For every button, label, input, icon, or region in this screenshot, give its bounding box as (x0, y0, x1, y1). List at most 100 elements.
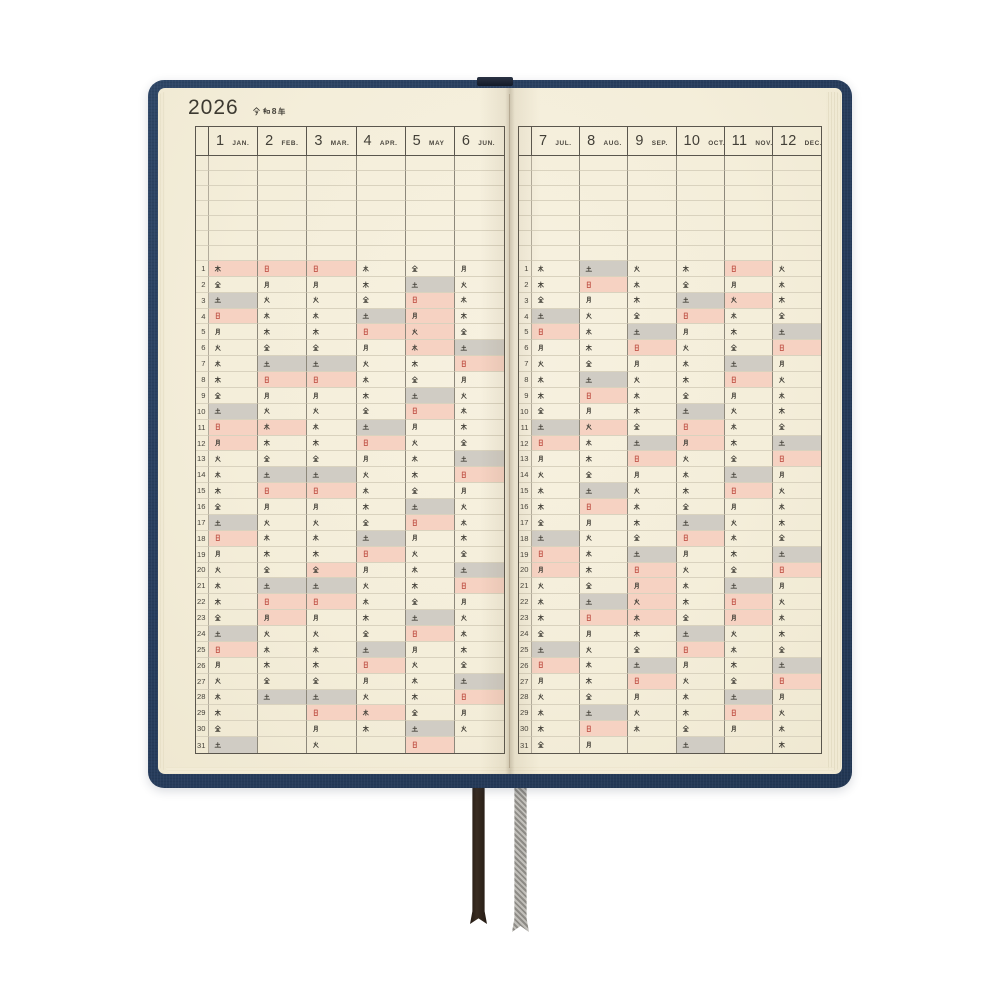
day-cell-weekday[interactable] (405, 419, 455, 436)
day-cell-weekday[interactable] (580, 356, 629, 373)
day-cell-weekday[interactable] (676, 594, 725, 611)
day-cell-weekday[interactable] (724, 657, 773, 674)
day-cell-empty[interactable] (357, 737, 406, 753)
day-cell-weekday[interactable] (307, 387, 357, 404)
day-cell-weekday[interactable] (580, 626, 629, 642)
day-cell-weekday[interactable] (628, 403, 677, 420)
day-cell-weekday[interactable] (209, 721, 259, 738)
note-cell[interactable] (454, 171, 504, 186)
day-cell-holiday[interactable] (258, 419, 308, 436)
day-cell-saturday[interactable] (209, 626, 259, 642)
note-cell[interactable] (676, 171, 725, 186)
day-cell-weekday[interactable] (258, 641, 308, 658)
day-cell-weekday[interactable] (209, 610, 259, 627)
day-cell-saturday[interactable] (258, 467, 308, 484)
day-cell-weekday[interactable] (772, 594, 821, 611)
day-cell-weekday[interactable] (405, 372, 455, 388)
note-cell[interactable] (405, 156, 455, 171)
day-cell-weekday[interactable] (724, 626, 773, 642)
day-cell-weekday[interactable] (580, 530, 629, 547)
day-cell-sunday[interactable] (405, 737, 455, 753)
day-cell-weekday[interactable] (676, 261, 725, 277)
day-cell-weekday[interactable] (676, 387, 725, 404)
day-cell-saturday[interactable] (676, 403, 725, 420)
day-cell-saturday[interactable] (356, 530, 406, 547)
day-cell-weekday[interactable] (628, 530, 677, 547)
note-cell[interactable] (628, 171, 677, 186)
day-cell-weekday[interactable] (580, 467, 629, 484)
day-cell-weekday[interactable] (454, 594, 504, 611)
day-cell-weekday[interactable] (676, 657, 725, 674)
day-cell-weekday[interactable] (356, 403, 406, 420)
day-cell-weekday[interactable] (356, 483, 406, 500)
day-cell-holiday[interactable] (405, 324, 455, 341)
day-cell-weekday[interactable] (307, 626, 357, 642)
day-cell-weekday[interactable] (580, 292, 629, 309)
day-cell-weekday[interactable] (209, 276, 259, 293)
day-cell-weekday[interactable] (532, 737, 581, 753)
day-cell-weekday[interactable] (628, 387, 677, 404)
day-cell-weekday[interactable] (676, 610, 725, 627)
day-cell-sunday[interactable] (532, 657, 581, 674)
day-cell-weekday[interactable] (772, 578, 821, 595)
day-cell-holiday[interactable] (628, 594, 677, 611)
day-cell-sunday[interactable] (676, 419, 725, 436)
day-cell-weekday[interactable] (772, 515, 821, 531)
day-cell-weekday[interactable] (209, 499, 259, 515)
day-cell-saturday[interactable] (676, 514, 725, 531)
day-cell-empty[interactable] (258, 737, 308, 753)
day-cell-weekday[interactable] (405, 451, 455, 468)
day-cell-weekday[interactable] (532, 387, 581, 404)
day-cell-holiday[interactable] (209, 261, 259, 277)
day-cell-weekday[interactable] (580, 308, 629, 325)
day-cell-weekday[interactable] (772, 277, 821, 293)
day-cell-weekday[interactable] (356, 562, 406, 579)
day-cell-weekday[interactable] (307, 737, 357, 753)
day-cell-weekday[interactable] (405, 689, 455, 706)
day-cell-weekday[interactable] (772, 483, 821, 500)
day-cell-saturday[interactable] (772, 546, 821, 563)
day-cell-weekday[interactable] (724, 562, 773, 579)
day-cell-saturday[interactable] (405, 276, 455, 293)
day-cell-weekday[interactable] (724, 499, 773, 515)
day-cell-weekday[interactable] (454, 420, 504, 436)
day-cell-sunday[interactable] (405, 292, 455, 309)
day-cell-sunday[interactable] (580, 610, 629, 627)
day-cell-weekday[interactable] (258, 626, 308, 642)
day-cell-saturday[interactable] (356, 641, 406, 658)
note-cell[interactable] (676, 216, 725, 231)
note-cell[interactable] (307, 231, 357, 246)
day-cell-saturday[interactable] (532, 419, 581, 436)
day-cell-sunday[interactable] (724, 483, 773, 500)
day-cell-weekday[interactable] (532, 276, 581, 293)
day-cell-sunday[interactable] (628, 562, 677, 579)
day-cell-weekday[interactable] (454, 705, 504, 722)
day-cell-weekday[interactable] (209, 356, 259, 373)
day-cell-saturday[interactable] (580, 594, 629, 611)
day-cell-weekday[interactable] (454, 324, 504, 341)
day-cell-sunday[interactable] (209, 641, 259, 658)
day-cell-weekday[interactable] (405, 578, 455, 595)
day-cell-sunday[interactable] (724, 705, 773, 722)
day-cell-weekday[interactable] (307, 435, 357, 452)
day-cell-weekday[interactable] (405, 261, 455, 277)
day-cell-sunday[interactable] (532, 324, 581, 341)
day-cell-weekday[interactable] (772, 610, 821, 627)
day-cell-weekday[interactable] (580, 514, 629, 531)
day-cell-weekday[interactable] (405, 467, 455, 484)
day-cell-weekday[interactable] (405, 705, 455, 722)
day-cell-saturday[interactable] (454, 340, 504, 357)
day-cell-sunday[interactable] (356, 546, 406, 563)
note-cell[interactable] (209, 186, 259, 201)
day-cell-saturday[interactable] (405, 721, 455, 738)
day-cell-weekday[interactable] (580, 403, 629, 420)
day-cell-weekday[interactable] (532, 499, 581, 515)
day-cell-weekday[interactable] (307, 324, 357, 341)
day-cell-saturday[interactable] (307, 467, 357, 484)
day-cell-weekday[interactable] (532, 578, 581, 595)
day-cell-saturday[interactable] (580, 483, 629, 500)
day-cell-weekday[interactable] (454, 658, 504, 674)
day-cell-weekday[interactable] (580, 737, 629, 753)
day-cell-weekday[interactable] (405, 546, 455, 563)
note-cell[interactable] (307, 216, 357, 231)
